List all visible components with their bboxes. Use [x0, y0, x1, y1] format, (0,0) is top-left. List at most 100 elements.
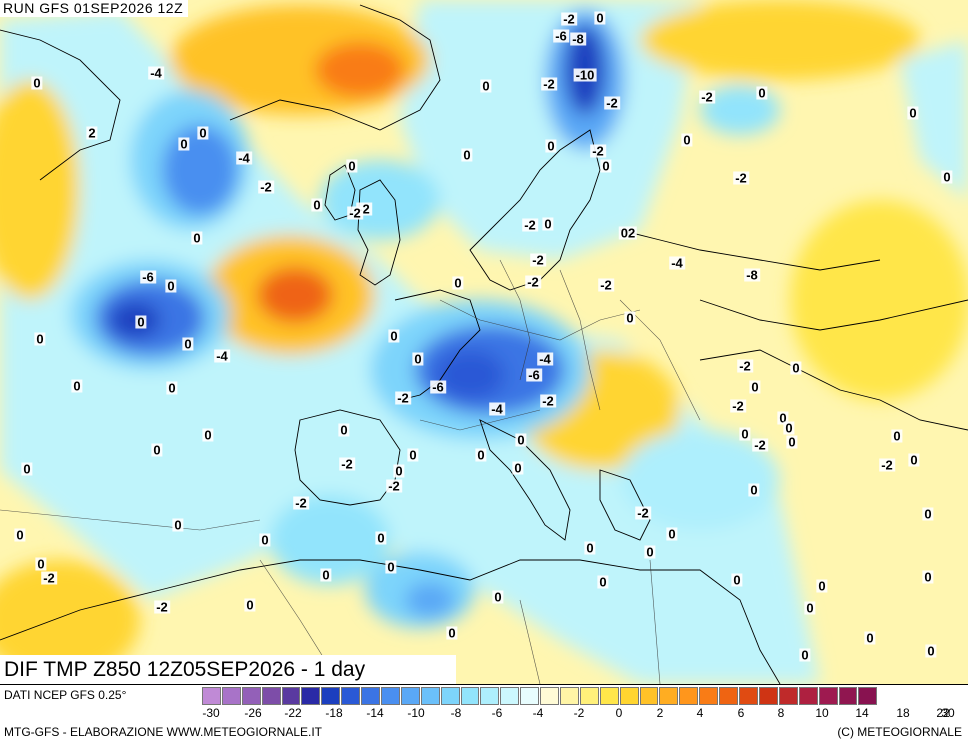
contour-label: 0 — [748, 482, 760, 498]
contour-label: 0 — [338, 422, 350, 438]
contour-label: -2 — [41, 570, 57, 586]
legend-swatch — [719, 687, 739, 705]
contour-label: 0 — [922, 569, 934, 585]
legend-tick-label: 30 — [941, 706, 955, 720]
footer-credits: MTG-GFS - ELABORAZIONE WWW.METEOGIORNALE… — [4, 725, 323, 739]
contour-label: -4 — [537, 351, 553, 367]
contour-label: -4 — [669, 255, 685, 271]
contour-label: -6 — [526, 367, 542, 383]
contour-label: 0 — [597, 574, 609, 590]
legend-tick-label: -6 — [491, 706, 503, 720]
contour-label: -10 — [573, 67, 597, 83]
contour-label: 0 — [311, 197, 323, 213]
contour-label: 0 — [244, 597, 256, 613]
contour-label: 0 — [151, 442, 163, 458]
legend-tick-label: 4 — [696, 706, 704, 720]
legend-tick-label: 22 — [936, 706, 950, 720]
contour-label: -2 — [730, 398, 746, 414]
contour-label: 0 — [749, 379, 761, 395]
contour-label: -8 — [744, 267, 760, 283]
contour-label: 0 — [908, 452, 920, 468]
legend-tick-label: -22 — [284, 706, 302, 720]
contour-label: 0 — [172, 517, 184, 533]
contour-label: -2 — [598, 277, 614, 293]
contour-label: 0 — [375, 530, 387, 546]
legend-tick-label: 10 — [815, 706, 829, 720]
contour-label: 0 — [783, 420, 795, 436]
contour-label: 0 — [346, 158, 358, 174]
legend-swatch — [540, 687, 560, 705]
contour-label: 0 — [756, 85, 768, 101]
legend-swatch — [798, 687, 818, 705]
contour-label: 0 — [480, 78, 492, 94]
contour-label: 0 — [790, 360, 802, 376]
contour-label: -2 — [737, 358, 753, 374]
contour-label: -2 — [258, 179, 274, 195]
legend-swatch — [440, 687, 460, 705]
legend-swatch — [480, 687, 500, 705]
legend-swatch — [460, 687, 480, 705]
legend-swatch — [221, 687, 241, 705]
contour-label: 0 — [182, 336, 194, 352]
legend-swatch — [420, 687, 440, 705]
legend-swatch — [778, 687, 798, 705]
contour-label: -4 — [214, 348, 230, 364]
contour-label: -2 — [561, 11, 577, 27]
footer-copyright: (C) METEOGIORNALE — [837, 725, 962, 739]
contour-label: 0 — [594, 10, 606, 26]
legend-tick-label: 8 — [777, 706, 785, 720]
contour-label: 0 — [320, 567, 332, 583]
legend-swatch — [560, 687, 579, 705]
contour-label: 02 — [618, 225, 638, 241]
contour-label: 0 — [446, 625, 458, 641]
contour-label: 0 — [492, 589, 504, 605]
contour-label: 0 — [197, 125, 209, 141]
contour-label: -2 — [604, 95, 620, 111]
contour-label: -2 — [339, 456, 355, 472]
contour-label: -2 — [879, 457, 895, 473]
contour-label: 0 — [799, 647, 811, 663]
contour-label: 2 — [86, 125, 98, 141]
contour-label: 0 — [452, 275, 464, 291]
contour-label: 0 — [907, 105, 919, 121]
contour-label: -2 — [530, 252, 546, 268]
contour-label: 0 — [388, 328, 400, 344]
contour-label: 0 — [385, 559, 397, 575]
legend-swatch — [241, 687, 261, 705]
contour-label: 0 — [545, 138, 557, 154]
contour-label: -4 — [489, 401, 505, 417]
contour-label: -2 — [541, 76, 557, 92]
borders — [0, 259, 701, 684]
anomaly-field — [0, 0, 968, 684]
contour-label: 0 — [35, 556, 47, 572]
contour-label: -6 — [553, 28, 569, 44]
contour-label: 0 — [864, 630, 876, 646]
contour-label: -6 — [430, 379, 446, 395]
contour-label: 0 — [739, 426, 751, 442]
field-title: DIF TMP Z850 12Z05SEP2026 - 1 day — [0, 655, 456, 684]
legend-tick-label: -4 — [532, 706, 544, 720]
legend-swatch — [619, 687, 639, 705]
legend-tick-label: -8 — [450, 706, 462, 720]
legend-swatch — [301, 687, 321, 705]
legend-swatch — [579, 687, 599, 705]
contour-label: 0 — [412, 351, 424, 367]
contour-label: 0 — [135, 314, 147, 330]
color-legend — [202, 687, 878, 705]
contour-label: 0 — [804, 600, 816, 616]
legend-tick-label: 6 — [737, 706, 745, 720]
contour-label: 0 — [584, 540, 596, 556]
contour-label: 0 — [191, 230, 203, 246]
contour-label: -2 — [395, 390, 411, 406]
legend-swatch — [281, 687, 301, 705]
contour-label: 0 — [31, 75, 43, 91]
contour-label: 0 — [34, 331, 46, 347]
contour-label: 0 — [515, 432, 527, 448]
contour-label: -2 — [525, 274, 541, 290]
legend-swatch — [758, 687, 778, 705]
contour-label: 0 — [644, 544, 656, 560]
contour-label: -2 — [154, 599, 170, 615]
legend-swatch — [818, 687, 838, 705]
legend-swatch — [639, 687, 659, 705]
contour-label: -2 — [386, 478, 402, 494]
